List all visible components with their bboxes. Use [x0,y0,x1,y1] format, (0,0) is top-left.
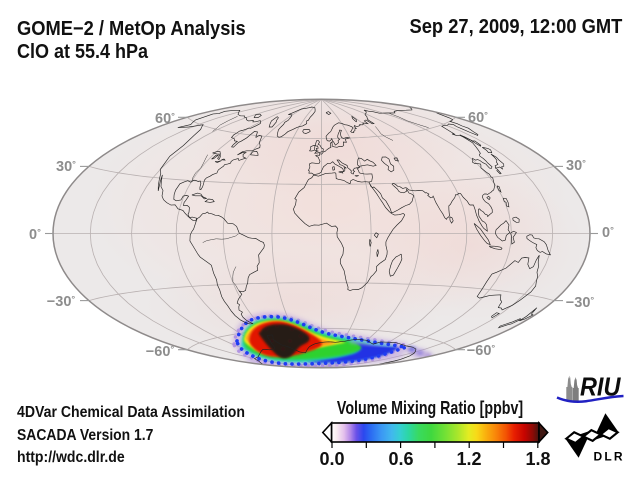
svg-text:DLR: DLR [594,450,625,464]
